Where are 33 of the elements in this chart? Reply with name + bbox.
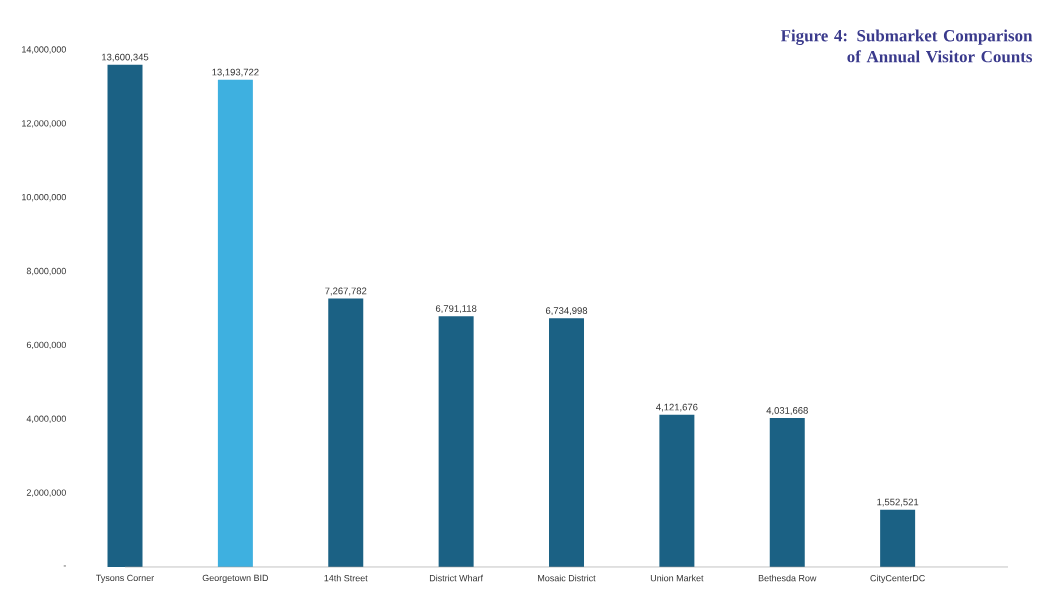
data-label: 13,193,722 bbox=[212, 68, 259, 77]
x-tick-label: CityCenterDC bbox=[870, 574, 925, 584]
chart-title: Figure 4: Submarket Comparison of Annual Visitor Counts bbox=[780, 29, 1033, 63]
x-tick-label: Mosaic District bbox=[538, 574, 596, 582]
data-label: 4,121,676 bbox=[656, 403, 698, 412]
y-tick-label: 6,000,000 bbox=[26, 341, 66, 350]
bar bbox=[328, 298, 364, 567]
data-label: 4,031,668 bbox=[766, 407, 808, 415]
bar bbox=[107, 64, 143, 567]
x-tick-label: Bethesda Row bbox=[758, 574, 817, 582]
y-tick-label: 10,000,000 bbox=[22, 193, 66, 202]
bar bbox=[438, 316, 474, 567]
y-tick-label: 8,000,000 bbox=[26, 267, 66, 276]
y-tick-label: 4,000,000 bbox=[26, 415, 66, 423]
y-tick-label: 2,000,000 bbox=[26, 489, 66, 497]
bar bbox=[549, 318, 585, 567]
data-label: 1,552,521 bbox=[877, 498, 919, 507]
x-tick-label: Union Market bbox=[650, 574, 704, 582]
x-tick-label: District Wharf bbox=[429, 574, 484, 582]
bar bbox=[769, 418, 805, 567]
data-label: 6,791,118 bbox=[435, 305, 477, 314]
data-label: 6,734,998 bbox=[545, 307, 588, 316]
bar bbox=[659, 414, 695, 567]
data-label: 13,600,345 bbox=[102, 53, 149, 62]
x-tick-label: Tysons Corner bbox=[96, 574, 155, 583]
bar bbox=[880, 509, 916, 567]
x-tick-label: 14th Street bbox=[324, 574, 368, 582]
x-tick-label: Georgetown BID bbox=[202, 574, 269, 583]
y-tick-label: - bbox=[63, 565, 66, 567]
y-tick-label: 14,000,000 bbox=[22, 46, 66, 54]
y-tick-label: 12,000,000 bbox=[22, 120, 66, 128]
data-label: 7,267,782 bbox=[325, 287, 367, 296]
bar bbox=[217, 79, 253, 567]
